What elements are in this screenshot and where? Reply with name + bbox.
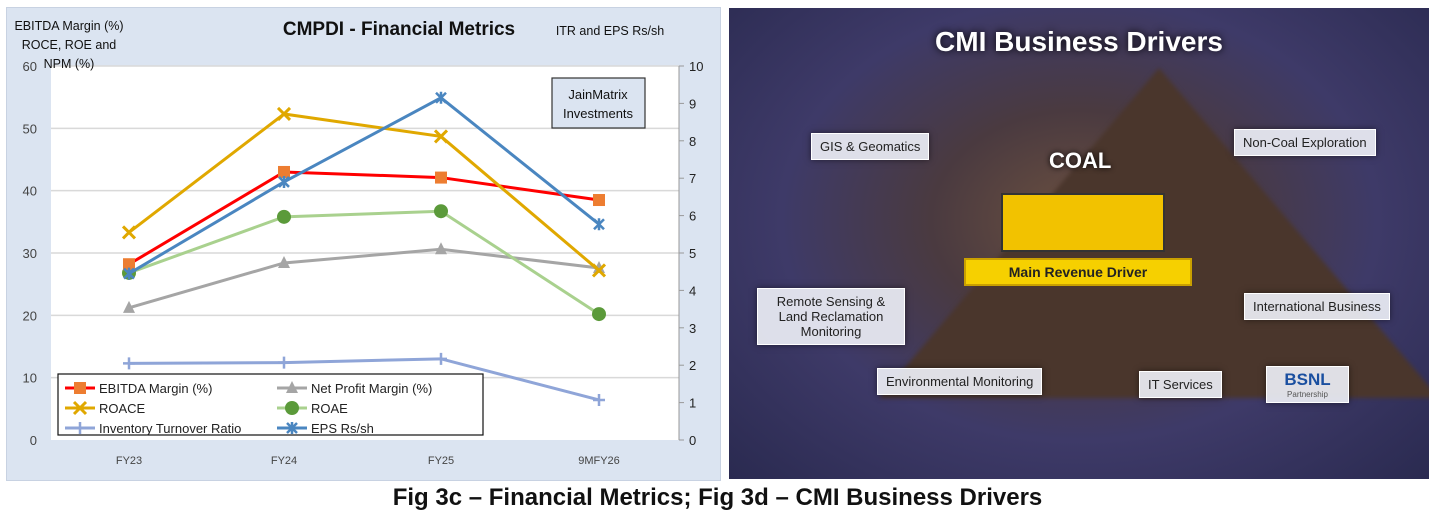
legend-label: EPS Rs/sh xyxy=(311,421,374,436)
x-tick: FY24 xyxy=(271,455,297,467)
y-axis-label-left: EBITDA Margin (%) xyxy=(14,19,123,33)
x-tick: 9MFY26 xyxy=(578,455,620,467)
it-services-label: IT Services xyxy=(1139,371,1222,398)
legend-label: ROAE xyxy=(311,401,348,416)
x-tick: FY25 xyxy=(428,455,454,467)
y-tick-right: 0 xyxy=(689,433,696,448)
bsnl-sub: Partnership xyxy=(1287,390,1328,399)
y-tick-right: 1 xyxy=(689,396,696,411)
y-tick-right: 6 xyxy=(689,209,696,224)
data-point-inventory-turnover-ratio xyxy=(593,393,605,406)
legend-marker xyxy=(74,422,86,434)
data-point-inventory-turnover-ratio xyxy=(123,357,135,370)
y-tick-left: 0 xyxy=(30,433,37,448)
legend-marker xyxy=(285,401,299,415)
series-line-eps-rs-sh xyxy=(128,96,600,275)
data-point-roace xyxy=(591,263,607,278)
gis-label: GIS & Geomatics xyxy=(811,133,930,160)
data-point-roae xyxy=(592,307,606,322)
data-point-eps-rs-sh xyxy=(123,267,135,280)
legend-label: EBITDA Margin (%) xyxy=(99,381,212,396)
series-line-roae xyxy=(128,209,600,316)
y-axis-label-left: NPM (%) xyxy=(44,57,95,71)
y-tick-left: 60 xyxy=(23,59,37,74)
data-point-roace xyxy=(276,106,292,122)
y-tick-right: 9 xyxy=(689,96,696,111)
coal-label: COAL xyxy=(1049,148,1112,173)
legend-marker xyxy=(286,381,298,393)
financial-metrics-chart: 0 10 20 30 40 50 60 0 1 2 3 4 5 6 7 8 9 10 FY23 FY24 FY25 9MF… xyxy=(6,7,721,481)
data-point-roace xyxy=(121,225,137,240)
figure-caption: Fig 3c – Financial Metrics; Fig 3d – CMI… xyxy=(392,484,1043,511)
business-drivers-infographic: CMI Business Drivers COAL Main Revenue D… xyxy=(729,8,1429,479)
data-point-roae xyxy=(434,204,448,219)
y-tick-left: 40 xyxy=(23,184,37,199)
data-point-roace xyxy=(433,129,449,144)
noncoal-label: Non-Coal Exploration xyxy=(1234,129,1376,156)
y-tick-left: 20 xyxy=(23,308,37,323)
legend-marker xyxy=(286,422,298,434)
y-tick-left: 30 xyxy=(23,246,37,261)
series-line-roace xyxy=(128,112,600,272)
watermark-box xyxy=(551,77,646,129)
legend-label: ROACE xyxy=(99,401,146,416)
legend-label: Inventory Turnover Ratio xyxy=(99,421,241,436)
data-point-roae xyxy=(277,209,291,224)
data-point-ebitda-margin xyxy=(435,171,447,184)
data-point-eps-rs-sh xyxy=(435,91,447,104)
data-point-net-profit-margin xyxy=(435,242,447,255)
watermark-text: JainMatrix xyxy=(568,87,628,102)
y-tick-right: 5 xyxy=(689,246,696,261)
data-point-net-profit-margin xyxy=(593,260,605,273)
legend-marker xyxy=(72,400,88,416)
legend-label: Net Profit Margin (%) xyxy=(311,381,432,396)
y-axis-label-left: ROCE, ROE and xyxy=(22,38,117,52)
main-revenue-driver-label: Main Revenue Driver xyxy=(964,258,1192,286)
y-tick-right: 8 xyxy=(689,134,696,149)
y-axis-label-right: ITR and EPS Rs/sh xyxy=(556,24,664,38)
chart-title: CMPDI - Financial Metrics xyxy=(283,19,515,40)
data-point-inventory-turnover-ratio xyxy=(435,352,447,365)
data-point-net-profit-margin xyxy=(278,255,290,268)
x-tick: FY23 xyxy=(116,455,142,467)
y-tick-left: 10 xyxy=(23,371,37,386)
data-point-ebitda-margin xyxy=(123,258,135,271)
environmental-label: Environmental Monitoring xyxy=(877,368,1043,395)
series-line-net-profit-margin xyxy=(128,247,600,310)
y-tick-right: 3 xyxy=(689,321,696,336)
watermark-text: Investments xyxy=(563,106,634,121)
international-label: International Business xyxy=(1244,293,1390,320)
data-point-eps-rs-sh xyxy=(593,218,605,231)
legend-box xyxy=(57,373,484,436)
chart-svg: 0 10 20 30 40 50 60 0 1 2 3 4 5 6 7 8 9 10 FY23 FY24 FY25 9MF… xyxy=(14,19,703,467)
infographic-title: CMI Business Drivers xyxy=(935,26,1223,57)
y-tick-right: 4 xyxy=(689,283,696,298)
series-line-inventory-turnover-ratio xyxy=(128,357,600,402)
y-tick-right: 7 xyxy=(689,171,696,186)
data-point-ebitda-margin xyxy=(593,194,605,207)
data-point-ebitda-margin xyxy=(278,165,290,178)
series-line-ebitda-margin xyxy=(128,170,600,266)
truck-icon xyxy=(1001,193,1165,252)
data-point-eps-rs-sh xyxy=(278,175,290,188)
y-tick-right: 10 xyxy=(689,59,703,74)
data-point-net-profit-margin xyxy=(123,300,135,313)
data-point-inventory-turnover-ratio xyxy=(278,356,290,369)
legend-marker xyxy=(74,382,86,394)
bsnl-logo: BSNL Partnership xyxy=(1266,366,1349,403)
bsnl-text: BSNL xyxy=(1284,370,1331,389)
remote-sensing-label: Remote Sensing & Land Reclamation Monito… xyxy=(757,288,905,345)
y-tick-left: 50 xyxy=(23,121,37,136)
y-tick-right: 2 xyxy=(689,358,696,373)
